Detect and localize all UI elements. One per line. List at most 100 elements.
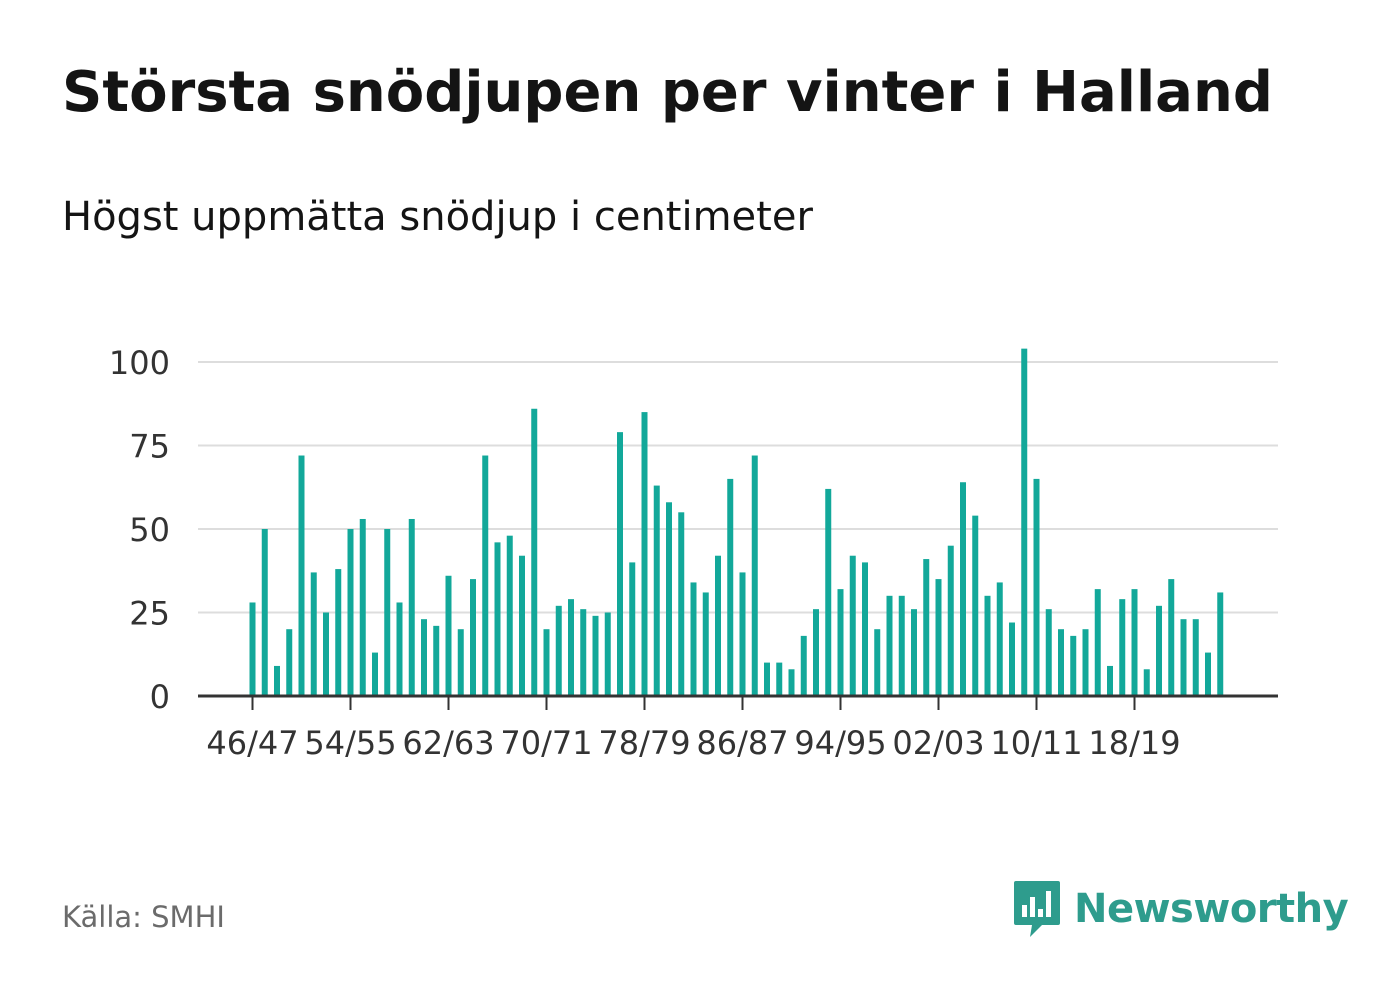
bar [543,629,550,696]
bar [739,572,746,696]
bar [764,662,770,696]
y-tick-label: 50 [129,511,170,549]
bar [531,408,538,696]
bar [261,529,268,696]
x-tick-label: 70/71 [500,724,592,762]
bar [629,562,636,696]
brand-logo: Newsworthy [1012,879,1349,939]
bar [506,535,513,696]
bar [494,542,501,696]
y-tick-label: 0 [150,678,170,716]
bar [1094,589,1101,696]
bar [274,665,280,696]
bar [972,515,979,696]
bar [984,595,991,696]
bar [286,629,293,696]
bar [347,529,354,696]
bar [1192,619,1199,696]
bar [1033,478,1040,696]
bar [1070,635,1077,696]
bar [359,518,366,696]
bar [323,612,329,696]
bar [408,518,415,696]
x-tick-label: 94/95 [794,724,886,762]
bar [433,625,440,696]
newsworthy-logo-icon [1014,881,1060,937]
bar [372,652,378,696]
bar [874,629,881,696]
bar [898,595,905,696]
bar [960,482,966,696]
bar [1143,669,1150,696]
x-tick-label: 62/63 [402,724,494,762]
bar [1131,589,1138,696]
y-tick-label: 75 [129,428,170,466]
bar [1009,622,1015,696]
bar [727,478,734,696]
chart-subtitle: Högst uppmätta snödjup i centimeter [62,194,813,240]
bar [1021,348,1028,696]
bar [678,512,685,696]
bar [837,589,844,696]
bar [1217,592,1224,696]
bar [923,559,930,696]
x-tick-label: 02/03 [892,724,984,762]
bar [310,572,317,696]
bar [249,602,256,696]
bar [384,529,391,696]
bar [825,488,832,696]
bar [396,602,403,696]
bar [690,582,697,696]
bar [421,619,427,696]
bar [862,562,868,696]
bar [911,609,917,696]
bar [1168,579,1175,696]
bar [813,609,819,696]
x-tick-label: 46/47 [206,724,298,762]
bar [886,595,893,696]
y-tick-label: 100 [109,344,170,382]
bar [568,599,574,696]
x-tick-label: 86/87 [696,724,788,762]
bar [947,545,954,696]
bar [715,555,721,696]
x-ticks: 46/47 54/55 62/63 70/71 78/79 86/87 94/95 02/03… [206,696,1181,762]
x-tick-label: 78/79 [598,724,690,762]
x-tick-label: 18/19 [1088,724,1180,762]
bar [592,615,599,696]
bar [751,455,758,696]
bar [641,412,648,696]
bar [604,612,611,696]
bar [800,635,807,696]
bar [555,605,562,696]
source-note: Källa: SMHI [62,900,225,934]
bar [702,592,709,696]
bar [470,579,476,696]
bar [445,575,452,696]
x-tick-label: 10/11 [990,724,1082,762]
bar [335,569,342,696]
x-tick-label: 54/55 [304,724,396,762]
bar [1119,599,1126,696]
brand-name: Newsworthy [1074,886,1349,932]
bar [457,629,464,696]
bar [1107,665,1113,696]
bar [1058,629,1064,696]
bar [849,555,856,696]
bar [1205,652,1211,696]
bars [249,348,1224,696]
chart-title: Största snödjupen per vinter i Halland [62,60,1273,125]
bar [776,662,783,696]
bar [935,579,942,696]
bar [1045,609,1052,696]
bar [666,502,672,696]
y-tick-label: 25 [129,595,170,633]
bar [788,669,795,696]
bar [1156,605,1162,696]
bar [617,432,623,696]
y-tick-labels: 0 25 50 75 100 [109,344,170,716]
bar [298,455,305,696]
bar [996,582,1003,696]
bar [653,485,660,696]
